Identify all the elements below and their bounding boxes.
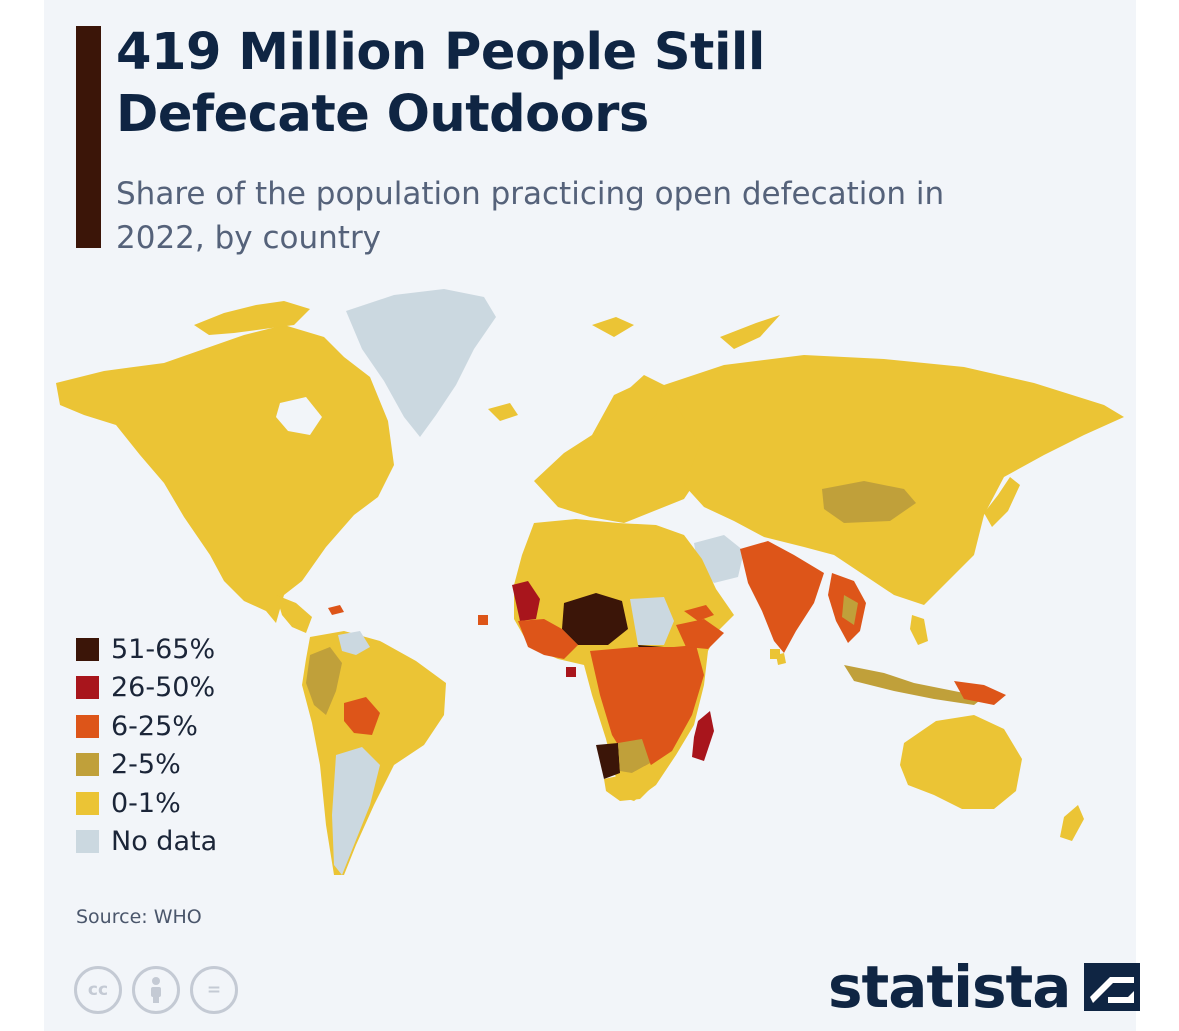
- region-europe: [534, 381, 704, 523]
- legend-swatch: [76, 637, 99, 661]
- region-thailand-2-5: [842, 595, 858, 625]
- region-iceland: [488, 403, 518, 421]
- chart-subtitle: Share of the population practicing open …: [116, 176, 945, 256]
- region-novaya-zemlya: [720, 315, 780, 349]
- region-south-asia: [740, 541, 824, 653]
- legend-label: 2-5%: [111, 749, 181, 781]
- region-greenland: [346, 289, 496, 437]
- region-russia-asia: [664, 355, 1124, 605]
- legend-swatch: [76, 676, 99, 700]
- region-north-america: [56, 325, 394, 623]
- region-cape-verde: [478, 615, 488, 625]
- legend-swatch: [76, 753, 99, 777]
- title-accent-bar: [76, 26, 101, 248]
- legend-item-51-65: 51-65%: [76, 630, 296, 669]
- statista-logo-icon: [1084, 963, 1141, 1011]
- legend-label: 6-25%: [111, 710, 198, 742]
- legend-swatch: [76, 830, 99, 854]
- region-mauritania: [512, 581, 540, 621]
- world-map: [56, 289, 1124, 875]
- region-yemen: [684, 605, 714, 621]
- no-derivatives-icon[interactable]: =: [190, 966, 238, 1014]
- source-note: Source: WHO: [76, 906, 202, 928]
- region-madagascar: [692, 711, 714, 761]
- license-icons: cc =: [74, 966, 238, 1014]
- region-west-africa: [518, 619, 578, 659]
- region-sudan-no-data: [630, 597, 674, 645]
- legend-item-26-50: 26-50%: [76, 669, 296, 708]
- region-central-east-africa: [590, 645, 704, 767]
- legend-label: 26-50%: [111, 672, 216, 704]
- region-philippines: [910, 615, 928, 645]
- legend-swatch: [76, 714, 99, 738]
- legend-swatch: [76, 791, 99, 815]
- region-mongolia: [822, 481, 916, 523]
- legend-label: 51-65%: [111, 633, 216, 665]
- region-canadian-arctic: [194, 301, 310, 335]
- region-central-america: [276, 595, 312, 633]
- region-hudson-bay: [276, 397, 322, 435]
- region-australia: [900, 715, 1022, 809]
- region-sahel-dark: [562, 593, 628, 645]
- attribution-icon[interactable]: [132, 966, 180, 1014]
- region-argentina-no-data: [332, 747, 380, 875]
- region-andes-2-5: [306, 647, 342, 715]
- region-new-zealand: [1060, 805, 1084, 841]
- cc-icon[interactable]: cc: [74, 966, 122, 1014]
- region-colombia-no-data: [338, 631, 370, 655]
- brand-name: statista: [828, 953, 1071, 1021]
- region-maldives: [770, 649, 780, 659]
- legend-label: No data: [111, 826, 218, 858]
- region-haiti: [328, 605, 344, 615]
- legend-item-no-data: No data: [76, 823, 296, 862]
- legend-item-6-25: 6-25%: [76, 707, 296, 746]
- region-svalbard: [592, 317, 634, 337]
- region-indonesia: [844, 665, 984, 705]
- region-papua: [954, 681, 1006, 705]
- legend-label: 0-1%: [111, 787, 181, 819]
- region-japan: [984, 477, 1020, 527]
- region-sao-tome: [566, 667, 576, 677]
- region-south-africa: [604, 763, 658, 801]
- region-scandinavia: [604, 375, 664, 435]
- region-horn-of-africa: [676, 619, 724, 649]
- region-namibia-dark: [596, 743, 620, 779]
- legend: 51-65% 26-50% 6-25% 2-5% 0-1% No data: [76, 630, 296, 861]
- region-southern-africa-2-5: [618, 739, 650, 773]
- statista-brand[interactable]: statista: [828, 952, 1141, 1022]
- region-bolivia: [344, 697, 380, 735]
- legend-item-2-5: 2-5%: [76, 746, 296, 785]
- legend-item-0-1: 0-1%: [76, 784, 296, 823]
- chart-title: 419 Million People Still Defecate Outdoo…: [116, 23, 765, 144]
